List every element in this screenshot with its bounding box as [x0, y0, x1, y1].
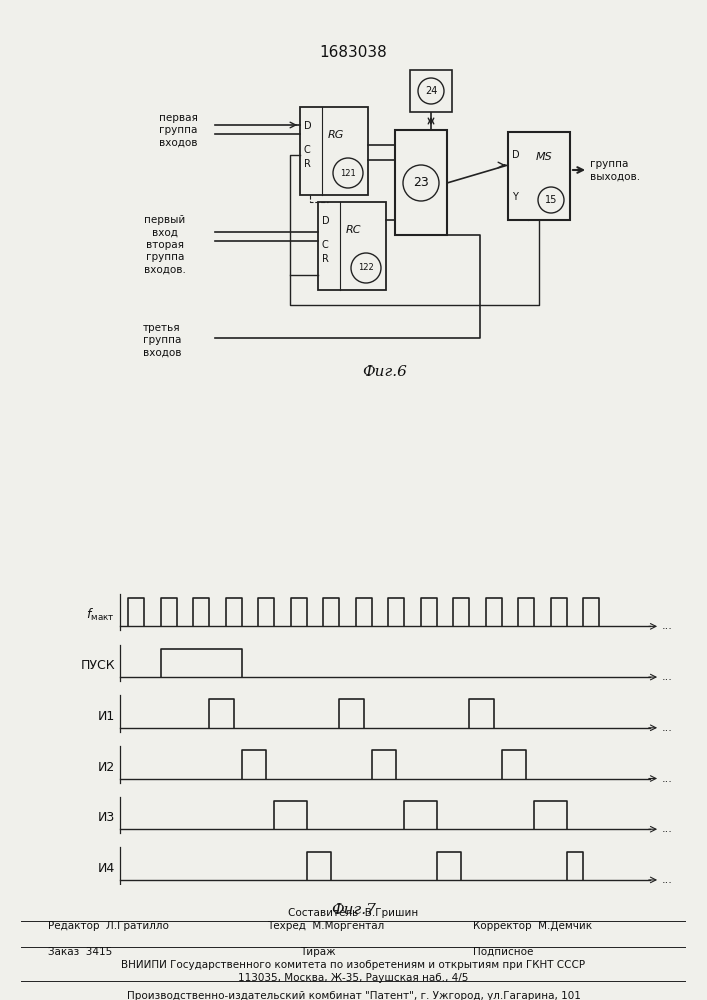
Text: ...: ...: [662, 672, 673, 682]
Text: $f_{\rm макт}$: $f_{\rm макт}$: [86, 607, 115, 623]
Bar: [410, 70, 452, 112]
Text: ВНИИПИ Государственного комитета по изобретениям и открытиям при ГКНТ СССР: ВНИИПИ Государственного комитета по изоб…: [122, 960, 585, 970]
Text: Подписное: Подписное: [473, 947, 534, 957]
Text: Производственно-издательский комбинат "Патент", г. Ужгород, ул.Гагарина, 101: Производственно-издательский комбинат "П…: [127, 991, 580, 1000]
Text: Y: Y: [512, 192, 518, 202]
Text: Тираж: Тираж: [300, 947, 336, 957]
Text: ...: ...: [662, 875, 673, 885]
Text: ...: ...: [662, 621, 673, 631]
Text: Техред  М.Моргентал: Техред М.Моргентал: [267, 921, 385, 931]
Text: ПУСК: ПУСК: [81, 659, 115, 672]
Text: И2: И2: [98, 761, 115, 774]
Text: MS: MS: [536, 152, 553, 162]
Text: D: D: [322, 216, 329, 226]
Text: 121: 121: [340, 168, 356, 178]
Text: И4: И4: [98, 862, 115, 875]
Text: И3: И3: [98, 811, 115, 824]
Text: ...: ...: [662, 824, 673, 834]
Text: 24: 24: [425, 86, 437, 96]
Bar: [318, 202, 386, 290]
Text: C: C: [304, 145, 311, 155]
Bar: [300, 107, 368, 195]
Text: R: R: [322, 254, 329, 264]
Text: RG: RG: [328, 130, 344, 140]
Text: D: D: [512, 150, 520, 160]
Text: группа
выходов.: группа выходов.: [590, 159, 640, 181]
Text: 113035, Москва, Ж-35, Раушская наб., 4/5: 113035, Москва, Ж-35, Раушская наб., 4/5: [238, 973, 469, 983]
Text: Редактор  Л.Гратилло: Редактор Л.Гратилло: [48, 921, 169, 931]
Text: ...: ...: [662, 723, 673, 733]
Text: первая
группа
входов: первая группа входов: [158, 113, 197, 147]
Text: 15: 15: [545, 195, 557, 205]
Text: Фиг.7: Фиг.7: [331, 903, 376, 917]
Text: RC: RC: [346, 225, 361, 235]
Bar: [508, 132, 570, 220]
Text: Фиг.6: Фиг.6: [363, 365, 407, 379]
Text: 23: 23: [413, 176, 429, 190]
Text: первый
вход
вторая
группа
входов.: первый вход вторая группа входов.: [144, 215, 186, 275]
Text: третья
группа
входов: третья группа входов: [143, 323, 181, 357]
Text: 122: 122: [358, 263, 374, 272]
Bar: [395, 130, 447, 235]
Text: Составитель  В.Гришин: Составитель В.Гришин: [288, 908, 419, 918]
Text: Корректор  М.Демчик: Корректор М.Демчик: [473, 921, 592, 931]
Text: C: C: [322, 240, 329, 250]
Text: ...: ...: [662, 774, 673, 784]
Text: D: D: [304, 121, 312, 131]
Text: И1: И1: [98, 710, 115, 723]
Text: R: R: [304, 159, 311, 169]
Text: 1683038: 1683038: [319, 45, 387, 60]
Text: Заказ  3415: Заказ 3415: [48, 947, 112, 957]
